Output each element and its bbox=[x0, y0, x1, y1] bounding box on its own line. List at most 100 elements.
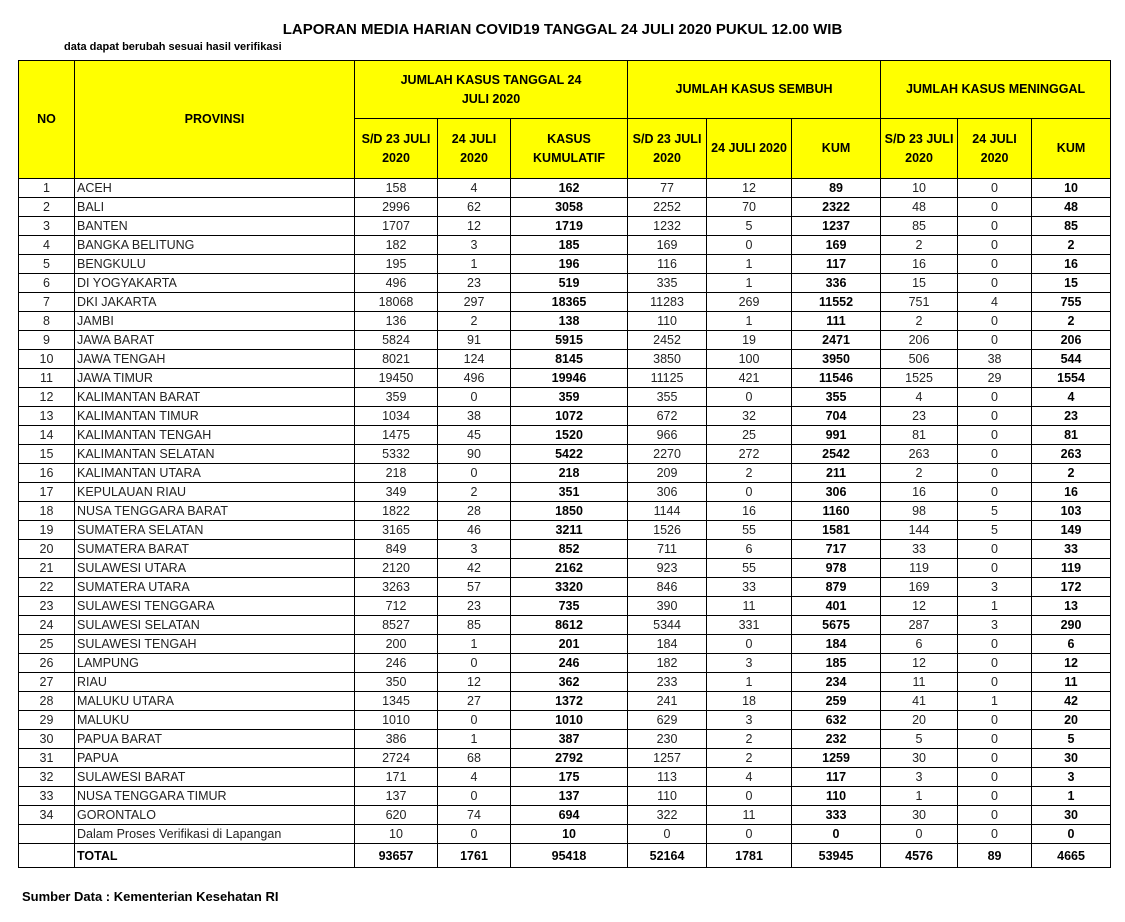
table-row: 2 BALI 2996 62 3058 2252 70 2322 48 0 48 bbox=[18, 197, 1112, 217]
value-cell: 259 bbox=[791, 691, 882, 711]
province-name: PAPUA bbox=[74, 748, 355, 768]
province-name: MALUKU UTARA bbox=[74, 691, 355, 711]
value-cell: 0 bbox=[791, 824, 882, 844]
value-cell: 23 bbox=[1031, 406, 1112, 426]
value-cell: 45 bbox=[437, 425, 511, 445]
value-cell: 0 bbox=[957, 824, 1033, 844]
value-cell: 74 bbox=[437, 805, 511, 825]
row-number: 28 bbox=[18, 691, 75, 711]
value-cell: 15 bbox=[880, 273, 959, 293]
value-cell: 15 bbox=[1031, 273, 1112, 293]
value-cell: 387 bbox=[509, 729, 629, 749]
value-cell: 0 bbox=[706, 786, 793, 806]
value-cell: 506 bbox=[880, 349, 959, 369]
table-row: 5 BENGKULU 195 1 196 116 1 117 16 0 16 bbox=[18, 254, 1112, 274]
province-name: SULAWESI BARAT bbox=[74, 767, 355, 787]
value-cell: 149 bbox=[1031, 520, 1112, 540]
value-cell: 0 bbox=[957, 482, 1033, 502]
value-cell: 200 bbox=[354, 634, 438, 654]
value-cell: 33 bbox=[1031, 539, 1112, 559]
value-cell: 18365 bbox=[509, 292, 629, 312]
row-number: 6 bbox=[18, 273, 75, 293]
table-row: Dalam Proses Verifikasi di Lapangan 10 0 10… bbox=[18, 824, 1112, 844]
value-cell: 138 bbox=[509, 311, 629, 331]
value-cell: 3211 bbox=[509, 520, 629, 540]
province-name: SULAWESI SELATAN bbox=[74, 615, 355, 635]
table-row: TOTAL 93657 1761 95418 52164 1781 53945 4576 89 4… bbox=[18, 843, 1112, 868]
value-cell: 263 bbox=[1031, 444, 1112, 464]
value-cell: 2120 bbox=[354, 558, 438, 578]
value-cell: 2 bbox=[706, 463, 793, 483]
value-cell: 5422 bbox=[509, 444, 629, 464]
value-cell: 209 bbox=[627, 463, 708, 483]
table-row: 33 NUSA TENGGARA TIMUR 137 0 137 110 0 110 1 0 1 bbox=[18, 786, 1112, 806]
row-number: 24 bbox=[18, 615, 75, 635]
value-cell: 852 bbox=[509, 539, 629, 559]
table-row: 26 LAMPUNG 246 0 246 182 3 185 12 0 12 bbox=[18, 653, 1112, 673]
value-cell: 1 bbox=[706, 311, 793, 331]
value-cell: 12 bbox=[880, 653, 959, 673]
value-cell: 0 bbox=[437, 786, 511, 806]
value-cell: 0 bbox=[437, 653, 511, 673]
value-cell: 5824 bbox=[354, 330, 438, 350]
value-cell: 241 bbox=[627, 691, 708, 711]
value-cell: 11 bbox=[706, 805, 793, 825]
value-cell: 119 bbox=[1031, 558, 1112, 578]
header-cell: S/D 23 JULI 2020 bbox=[627, 118, 708, 179]
value-cell: 1707 bbox=[354, 216, 438, 236]
value-cell: 846 bbox=[627, 577, 708, 597]
value-cell: 230 bbox=[627, 729, 708, 749]
value-cell: 0 bbox=[957, 729, 1033, 749]
value-cell: 1525 bbox=[880, 368, 959, 388]
value-cell: 3 bbox=[957, 615, 1033, 635]
province-name: SUMATERA SELATAN bbox=[74, 520, 355, 540]
value-cell: 0 bbox=[957, 406, 1033, 426]
value-cell: 2 bbox=[437, 482, 511, 502]
value-cell: 89 bbox=[791, 178, 882, 198]
value-cell: 81 bbox=[1031, 425, 1112, 445]
value-cell: 0 bbox=[957, 748, 1033, 768]
value-cell: 496 bbox=[437, 368, 511, 388]
value-cell: 3058 bbox=[509, 197, 629, 217]
row-number: 9 bbox=[18, 330, 75, 350]
province-name: SULAWESI UTARA bbox=[74, 558, 355, 578]
title: LAPORAN MEDIA HARIAN COVID19 TANGGAL 24 … bbox=[282, 21, 843, 38]
value-cell: 182 bbox=[354, 235, 438, 255]
value-cell: 1232 bbox=[627, 216, 708, 236]
value-cell: 16 bbox=[706, 501, 793, 521]
value-cell: 4 bbox=[437, 178, 511, 198]
empty-cell bbox=[18, 824, 75, 844]
value-cell: 113 bbox=[627, 767, 708, 787]
header-cell: PROVINSI bbox=[74, 60, 355, 179]
value-cell: 1581 bbox=[791, 520, 882, 540]
value-cell: 966 bbox=[627, 425, 708, 445]
value-cell: 12 bbox=[706, 178, 793, 198]
value-cell: 1160 bbox=[791, 501, 882, 521]
province-name: SULAWESI TENGAH bbox=[74, 634, 355, 654]
value-cell: 246 bbox=[509, 653, 629, 673]
row-number: 27 bbox=[18, 672, 75, 692]
value-cell: 4 bbox=[437, 767, 511, 787]
value-cell: 2 bbox=[706, 748, 793, 768]
table-row: 31 PAPUA 2724 68 2792 1257 2 1259 30 0 30 bbox=[18, 748, 1112, 768]
value-cell: 751 bbox=[880, 292, 959, 312]
value-cell: 632 bbox=[791, 710, 882, 730]
value-cell: 386 bbox=[354, 729, 438, 749]
value-cell: 3 bbox=[957, 577, 1033, 597]
value-cell: 849 bbox=[354, 539, 438, 559]
row-number: 3 bbox=[18, 216, 75, 236]
value-cell: 1 bbox=[437, 729, 511, 749]
value-cell: 85 bbox=[1031, 216, 1112, 236]
value-cell: 5344 bbox=[627, 615, 708, 635]
row-label: TOTAL bbox=[74, 843, 355, 868]
value-cell: 77 bbox=[627, 178, 708, 198]
table-row: 6 DI YOGYAKARTA 496 23 519 335 1 336 15 0 15 bbox=[18, 273, 1112, 293]
row-number: 30 bbox=[18, 729, 75, 749]
value-cell: 3320 bbox=[509, 577, 629, 597]
value-cell: 2996 bbox=[354, 197, 438, 217]
value-cell: 41 bbox=[880, 691, 959, 711]
value-cell: 322 bbox=[627, 805, 708, 825]
province-name: LAMPUNG bbox=[74, 653, 355, 673]
value-cell: 4 bbox=[1031, 387, 1112, 407]
value-cell: 110 bbox=[791, 786, 882, 806]
